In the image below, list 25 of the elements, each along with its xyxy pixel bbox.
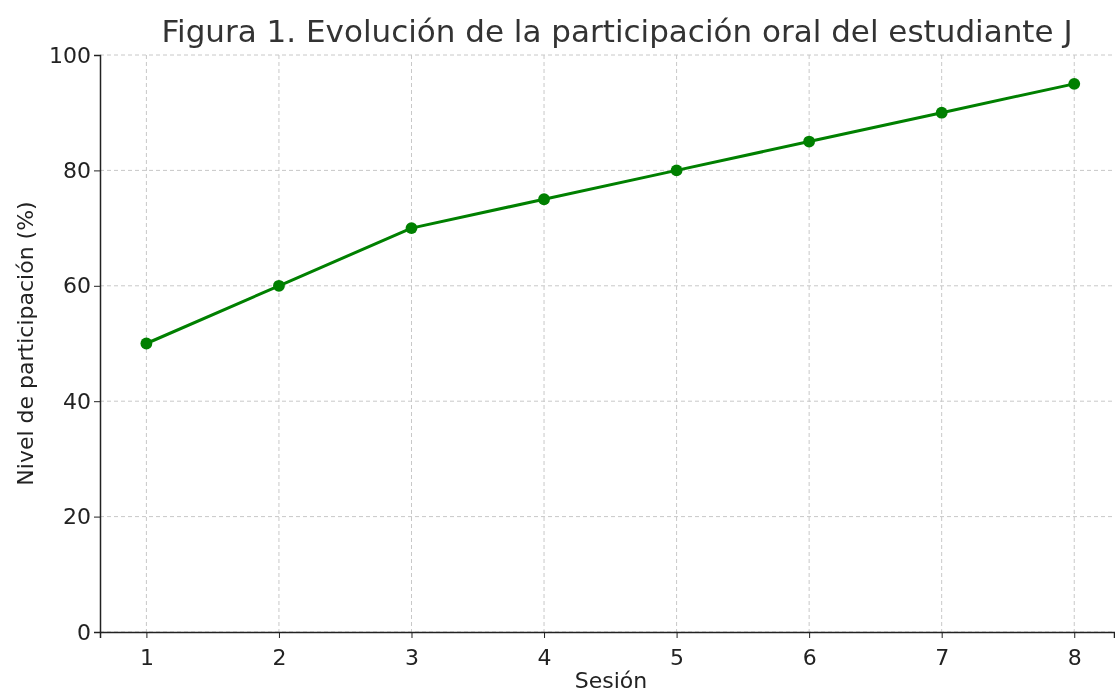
x-tick-label: 6 bbox=[802, 645, 817, 671]
point bbox=[803, 135, 816, 148]
y-tick-label: 60 bbox=[63, 273, 91, 299]
x-tick-label: 8 bbox=[1067, 645, 1082, 671]
x-tick-label: 4 bbox=[537, 645, 552, 671]
point bbox=[670, 164, 683, 177]
y-tick-label: 40 bbox=[63, 388, 91, 414]
point bbox=[273, 279, 285, 292]
x-axis-title: Sesión bbox=[574, 668, 648, 690]
y-tick-label: 100 bbox=[49, 42, 91, 68]
point bbox=[538, 193, 550, 206]
y-tick-label: 20 bbox=[63, 504, 91, 530]
point bbox=[140, 337, 153, 350]
chart-title: Figura 1. Evolución de la participación oral del estudiante J bbox=[161, 13, 1073, 49]
x-tick-label: 5 bbox=[670, 645, 685, 671]
x-tick-label: 2 bbox=[272, 645, 287, 671]
y-tick-label: 80 bbox=[63, 157, 91, 183]
point bbox=[405, 222, 418, 235]
y-axis-title: Nivel de participación (%) bbox=[13, 201, 38, 486]
x-tick-label: 1 bbox=[139, 645, 154, 671]
point bbox=[935, 106, 948, 119]
x-tick-label: 7 bbox=[935, 645, 950, 671]
x-tick-label: 3 bbox=[404, 645, 419, 671]
y-tick-label: 0 bbox=[77, 619, 91, 645]
point bbox=[1068, 77, 1081, 90]
